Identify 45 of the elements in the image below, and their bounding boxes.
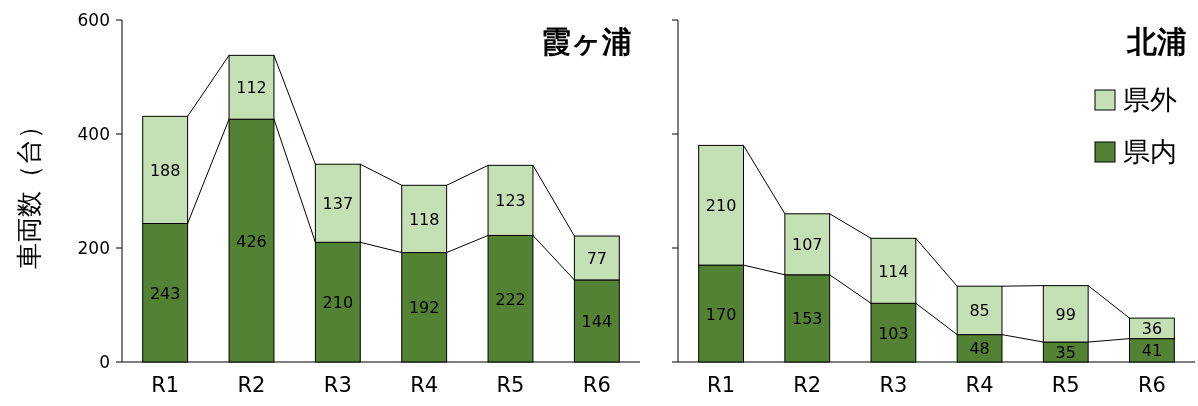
data-label: 144 xyxy=(581,311,613,331)
x-tick-label: R6 xyxy=(1137,373,1166,397)
data-label: 123 xyxy=(495,191,526,211)
data-label: 107 xyxy=(791,235,823,255)
x-tick-label: R3 xyxy=(323,373,352,397)
y-tick-label: 400 xyxy=(77,124,110,144)
data-label: 36 xyxy=(1141,319,1163,339)
x-tick-label: R1 xyxy=(707,373,736,397)
legend-label: 県内 xyxy=(1123,136,1177,167)
data-label: 222 xyxy=(495,289,526,309)
y-axis-title: 車両数（台） xyxy=(14,113,44,269)
data-label: 137 xyxy=(322,194,354,214)
y-tick-label: 0 xyxy=(99,352,110,372)
x-tick-label: R2 xyxy=(237,373,266,397)
chart-title: 北浦 xyxy=(1126,24,1187,59)
x-tick-label: R3 xyxy=(879,373,908,397)
data-label: 192 xyxy=(408,298,440,318)
data-label: 118 xyxy=(408,209,440,229)
data-label: 77 xyxy=(586,248,608,268)
y-tick-label: 600 xyxy=(77,10,110,30)
data-label: 103 xyxy=(878,323,909,343)
legend-label: 県外 xyxy=(1123,84,1177,115)
data-label: 188 xyxy=(149,160,181,180)
data-label: 114 xyxy=(878,261,909,281)
y-tick-label: 200 xyxy=(77,238,110,258)
x-tick-label: R1 xyxy=(151,373,180,397)
data-label: 210 xyxy=(322,293,354,313)
data-label: 153 xyxy=(791,309,823,329)
x-tick-label: R4 xyxy=(965,373,994,397)
data-label: 41 xyxy=(1141,341,1163,361)
data-label: 99 xyxy=(1055,304,1076,324)
data-label: 243 xyxy=(149,283,181,303)
data-label: 426 xyxy=(236,231,267,251)
data-label: 170 xyxy=(705,304,737,324)
data-label: 210 xyxy=(705,196,737,216)
x-tick-label: R6 xyxy=(582,373,611,397)
x-tick-label: R5 xyxy=(496,373,525,397)
data-label: 112 xyxy=(236,78,267,98)
x-tick-label: R5 xyxy=(1051,373,1080,397)
data-label: 85 xyxy=(969,301,990,321)
data-label: 48 xyxy=(969,339,990,359)
x-tick-label: R4 xyxy=(410,373,439,397)
chart-title: 霞ヶ浦 xyxy=(541,24,632,59)
data-label: 35 xyxy=(1055,343,1076,363)
x-tick-label: R2 xyxy=(793,373,822,397)
